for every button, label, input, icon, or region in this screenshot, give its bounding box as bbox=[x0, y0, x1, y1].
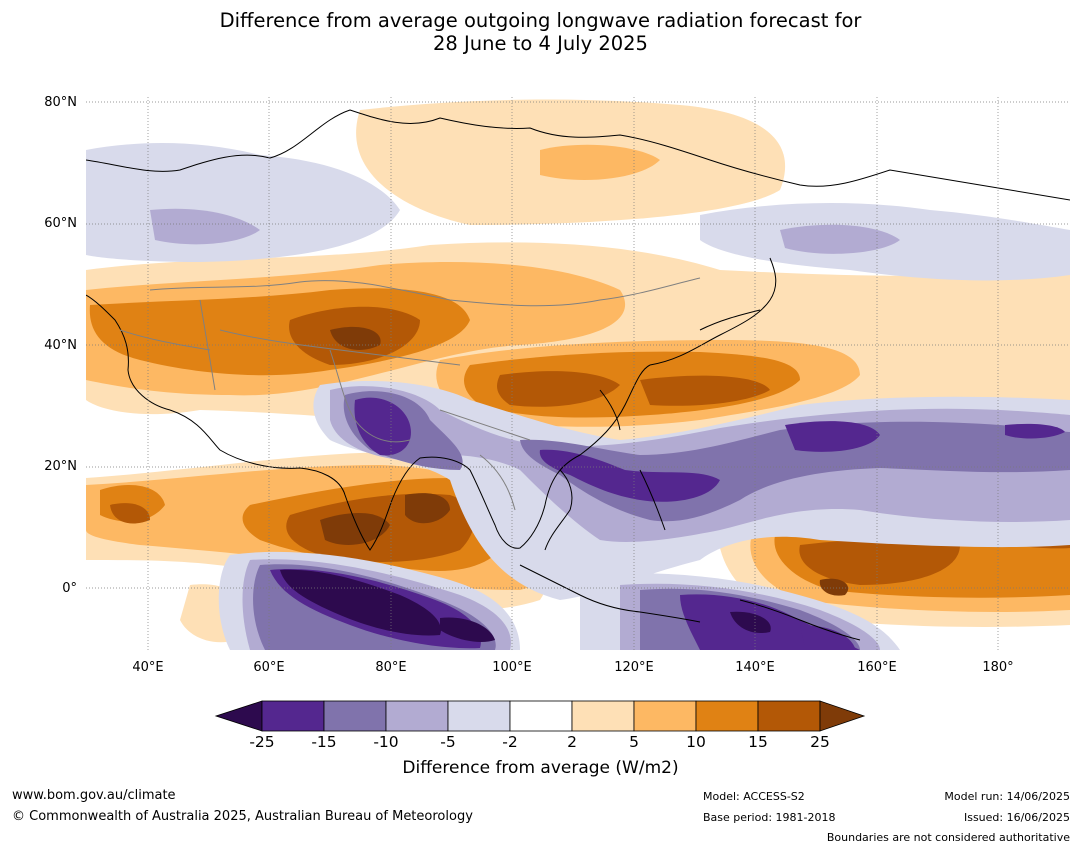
title-line-2: 28 June to 4 July 2025 bbox=[433, 32, 648, 55]
colorbar-tick: 10 bbox=[686, 733, 706, 751]
lon-label-140e: 140°E bbox=[735, 660, 775, 675]
anomaly-map bbox=[86, 97, 1070, 650]
colorbar-segment bbox=[447, 700, 511, 732]
footer-model: Model: ACCESS-S2 bbox=[703, 790, 805, 803]
colorbar-segment bbox=[757, 700, 821, 732]
lon-label-120e: 120°E bbox=[614, 660, 654, 675]
footer-issued: Issued: 16/06/2025 bbox=[963, 811, 1070, 824]
coastlines bbox=[86, 109, 1070, 641]
colorbar-segment bbox=[571, 700, 635, 732]
colorbar-segment bbox=[261, 700, 325, 732]
lat-label-0: 0° bbox=[62, 581, 77, 596]
colorbar-label: Difference from average (W/m2) bbox=[402, 758, 679, 778]
colorbar-segment bbox=[633, 700, 697, 732]
colorbar-segment bbox=[323, 700, 387, 732]
lon-label-60e: 60°E bbox=[253, 660, 285, 675]
lat-label-40n: 40°N bbox=[44, 338, 77, 353]
lat-label-60n: 60°N bbox=[44, 216, 77, 231]
lon-gridlines bbox=[147, 97, 999, 650]
anomaly-band-extreme-purple bbox=[280, 569, 771, 642]
lat-label-80n: 80°N bbox=[44, 95, 77, 110]
colorbar-tick: 5 bbox=[629, 733, 639, 751]
colorbar-segment bbox=[695, 700, 759, 732]
colorbar-tick: -5 bbox=[440, 733, 456, 751]
colorbar-tick: -15 bbox=[311, 733, 337, 751]
colorbar bbox=[214, 700, 866, 732]
colorbar-tick: -25 bbox=[249, 733, 275, 751]
country-borders bbox=[119, 277, 701, 511]
title-line-1: Difference from average outgoing longwav… bbox=[219, 9, 862, 32]
colorbar-tick: -10 bbox=[373, 733, 399, 751]
colorbar-segment bbox=[385, 700, 449, 732]
footer-url: www.bom.gov.au/climate bbox=[12, 788, 176, 803]
lon-label-180: 180° bbox=[982, 660, 1014, 675]
lon-label-40e: 40°E bbox=[132, 660, 164, 675]
colorbar-segment bbox=[509, 700, 573, 732]
chart-title: Difference from average outgoing longwav… bbox=[0, 9, 1081, 55]
colorbar-tick: -2 bbox=[502, 733, 518, 751]
footer-model-run: Model run: 14/06/2025 bbox=[944, 790, 1070, 803]
footer-disclaimer: Boundaries are not considered authoritat… bbox=[826, 831, 1070, 844]
colorbar-tick: 25 bbox=[810, 733, 830, 751]
footer-copyright: © Commonwealth of Australia 2025, Austra… bbox=[12, 809, 473, 824]
lat-label-20n: 20°N bbox=[44, 459, 77, 474]
lon-label-100e: 100°E bbox=[492, 660, 532, 675]
colorbar-extend-min bbox=[214, 700, 263, 732]
footer-base-period: Base period: 1981-2018 bbox=[703, 811, 836, 824]
lon-label-160e: 160°E bbox=[857, 660, 897, 675]
colorbar-extend-max bbox=[819, 700, 866, 732]
lon-label-80e: 80°E bbox=[375, 660, 407, 675]
colorbar-tick: 2 bbox=[567, 733, 577, 751]
lat-gridlines bbox=[86, 101, 1070, 589]
colorbar-tick: 15 bbox=[748, 733, 768, 751]
